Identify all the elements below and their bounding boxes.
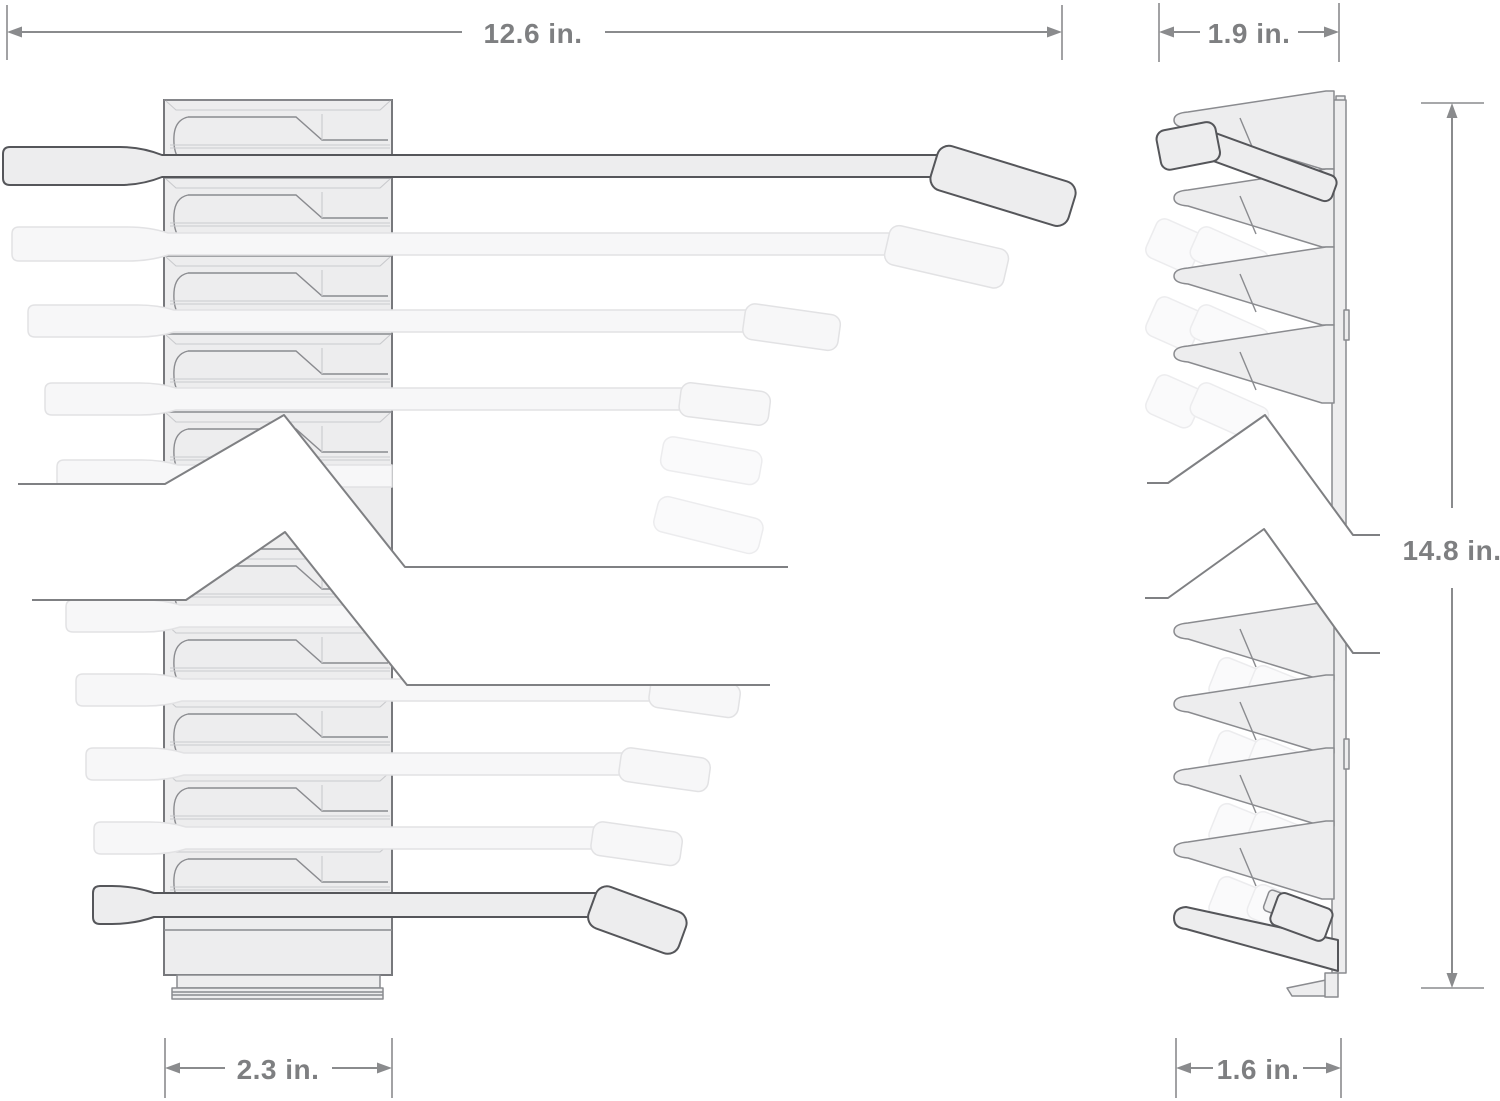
arrowhead-right xyxy=(1324,26,1339,38)
break-symbol-side xyxy=(1145,414,1380,654)
rack-base xyxy=(171,974,384,1000)
wrench-dark-bottom xyxy=(92,885,688,955)
arrowhead-down xyxy=(1446,973,1458,988)
side-depth-bottom-label: 1.6 in. xyxy=(1217,1054,1300,1085)
side-wrench-dark-top xyxy=(1155,121,1338,203)
side-wrench-dark-bottom xyxy=(1173,889,1339,972)
arrowhead-up xyxy=(1446,103,1458,118)
wrench-faded-row4 xyxy=(44,382,772,426)
arrowhead-left xyxy=(1159,26,1174,38)
dim-height: 14.8 in. xyxy=(1403,102,1500,989)
arrowhead-right xyxy=(1047,26,1062,38)
wrench-dark-top xyxy=(2,144,1077,227)
dim-side-depth-top: 1.9 in. xyxy=(1158,3,1340,62)
front-width-label: 12.6 in. xyxy=(484,18,583,49)
break-symbol-front xyxy=(18,414,788,686)
wrench-faded-row9 xyxy=(93,821,683,867)
height-label: 14.8 in. xyxy=(1403,535,1500,566)
dim-rack-width: 2.3 in. xyxy=(164,1038,393,1098)
side-view xyxy=(1142,90,1380,998)
wall-tab xyxy=(1343,309,1350,341)
wrench-faded-row3 xyxy=(27,303,842,352)
front-view xyxy=(2,99,1077,1000)
arrowhead-left xyxy=(7,26,22,38)
arrowhead-left xyxy=(1176,1062,1191,1074)
wall-tab xyxy=(1343,738,1350,770)
arrowhead-left xyxy=(165,1062,180,1074)
dim-side-depth-bottom: 1.6 in. xyxy=(1175,1038,1342,1098)
wall-foot xyxy=(1286,979,1327,997)
dim-front-width: 12.6 in. xyxy=(6,5,1063,60)
wrench-faded-row8 xyxy=(85,747,711,793)
side-depth-top-label: 1.9 in. xyxy=(1208,18,1291,49)
arrowhead-right xyxy=(1326,1062,1341,1074)
arrowhead-right xyxy=(377,1062,392,1074)
wrench-faded-row2 xyxy=(11,224,1010,289)
rack-width-label: 2.3 in. xyxy=(237,1054,320,1085)
wall-foot xyxy=(1324,972,1339,998)
